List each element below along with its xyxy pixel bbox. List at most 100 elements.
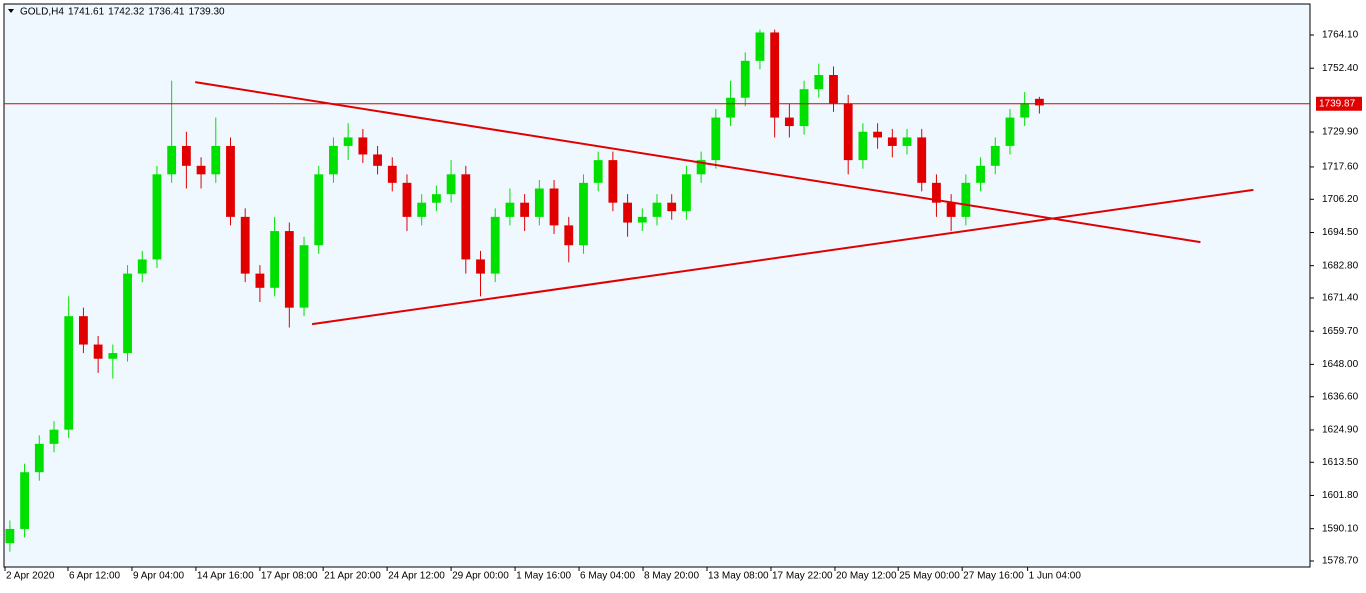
candle-body	[152, 174, 162, 260]
candle-body	[108, 353, 118, 359]
x-tick-label: 1 May 16:00	[516, 571, 571, 582]
candle-body	[858, 131, 868, 161]
candle-body	[49, 429, 59, 444]
candle-body	[917, 137, 927, 183]
candle-body	[137, 259, 147, 274]
candle-body	[549, 188, 559, 226]
candle-body	[843, 103, 853, 161]
y-tick-label: 1636.60	[1322, 391, 1359, 402]
candle-body	[329, 145, 338, 175]
candle-body	[181, 145, 191, 166]
candle-body	[637, 216, 647, 223]
y-tick-label: 1671.40	[1322, 293, 1359, 304]
candle-body	[814, 75, 824, 90]
y-tick-label: 1578.70	[1322, 556, 1359, 567]
candle-body	[387, 165, 397, 183]
candle-body	[623, 202, 632, 223]
candle-body	[608, 160, 618, 203]
x-tick-label: 13 May 08:00	[708, 571, 769, 582]
candle-body	[490, 216, 500, 274]
candle-body	[1020, 103, 1030, 118]
candle-body	[196, 165, 206, 175]
candle-body	[799, 89, 809, 127]
x-tick-label: 6 Apr 12:00	[69, 571, 121, 582]
y-tick-label: 1601.80	[1322, 490, 1359, 501]
candle-body	[79, 316, 88, 345]
x-tick-label: 14 Apr 16:00	[197, 571, 254, 582]
plot-area	[3, 3, 1311, 568]
candle-body	[123, 273, 132, 354]
x-tick-label: 25 May 00:00	[899, 571, 960, 582]
y-tick-label: 1590.10	[1322, 523, 1359, 534]
x-tick-label: 21 Apr 20:00	[324, 571, 381, 582]
candle-body	[64, 316, 74, 430]
x-tick-label: 2 Apr 2020	[6, 571, 55, 582]
x-tick-label: 17 May 22:00	[772, 571, 833, 582]
y-tick-label: 1706.20	[1322, 194, 1359, 205]
y-tick-label: 1729.90	[1322, 127, 1359, 138]
candle-body	[417, 202, 427, 217]
x-tick-label: 27 May 16:00	[963, 571, 1024, 582]
candle-body	[270, 231, 280, 288]
candle-body	[461, 174, 471, 260]
candle-body	[5, 528, 15, 544]
x-tick-label: 29 Apr 00:00	[452, 571, 509, 582]
price-tag-label: 1739.87	[1319, 98, 1356, 109]
candle-body	[564, 225, 574, 246]
symbol: GOLD,H4	[20, 7, 64, 18]
candle-body	[873, 131, 883, 138]
candle-body	[284, 231, 294, 308]
x-tick-label: 24 Apr 12:00	[388, 571, 445, 582]
candle-body	[34, 443, 44, 473]
candle-body	[726, 97, 735, 118]
candle-body	[93, 344, 103, 359]
y-tick-label: 1694.50	[1322, 227, 1359, 238]
header-value: 1742.32	[108, 7, 145, 18]
candle-body	[755, 32, 765, 61]
candle-body	[505, 202, 515, 217]
x-tick-label: 9 Apr 04:00	[133, 571, 185, 582]
candle-body	[446, 174, 456, 195]
header-value: 1741.61	[68, 7, 105, 18]
y-tick-label: 1648.00	[1322, 359, 1359, 370]
header-value: 1739.30	[188, 7, 225, 18]
candle-body	[740, 60, 750, 98]
price-tag	[1316, 96, 1362, 111]
candle-body	[770, 32, 780, 118]
candle-body	[667, 202, 677, 212]
candle-body	[1005, 117, 1015, 146]
candle-body	[167, 145, 177, 175]
candle-body	[343, 137, 353, 146]
x-tick-label: 20 May 12:00	[836, 571, 897, 582]
y-tick-label: 1624.90	[1322, 425, 1359, 436]
candle-body	[240, 216, 250, 274]
candle-body	[520, 202, 530, 217]
trendline	[195, 81, 1201, 244]
menu-arrow[interactable]	[8, 9, 14, 13]
candle-body	[211, 145, 221, 175]
candle-body	[314, 174, 324, 246]
candle-body	[534, 188, 544, 217]
candle-body	[579, 182, 588, 246]
candle-body	[593, 160, 603, 183]
candle-body	[961, 182, 971, 217]
candle-body	[476, 259, 485, 274]
x-tick-label: 6 May 04:00	[580, 571, 635, 582]
header-value: 1736.41	[148, 7, 185, 18]
candle-body	[1034, 98, 1044, 106]
candle-body	[711, 117, 721, 161]
x-tick-label: 8 May 20:00	[644, 571, 699, 582]
y-tick-label: 1764.10	[1322, 30, 1359, 41]
y-tick-label: 1752.40	[1322, 63, 1359, 74]
y-tick-label: 1717.60	[1322, 162, 1359, 173]
candle-body	[990, 145, 1000, 166]
candle-body	[226, 145, 235, 217]
candle-body	[373, 154, 382, 166]
candle-body	[696, 160, 706, 175]
trendline	[311, 188, 1254, 326]
candle-body	[299, 245, 309, 308]
candle-body	[946, 202, 956, 217]
candle-body	[976, 165, 985, 183]
